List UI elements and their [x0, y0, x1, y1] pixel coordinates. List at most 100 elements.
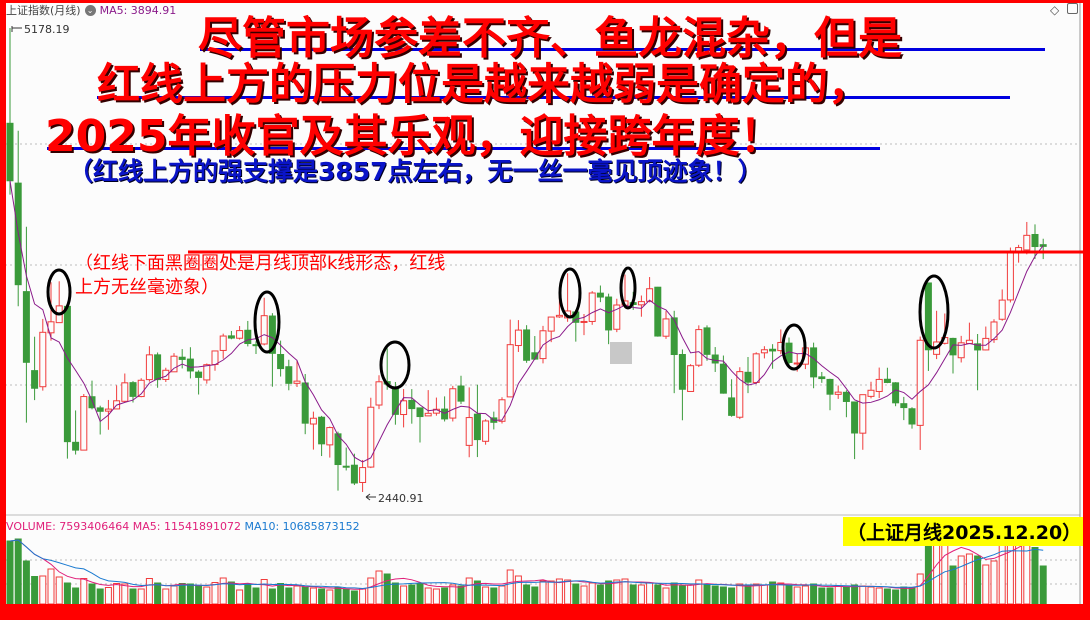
candle-body [760, 349, 768, 354]
volume-bar [801, 585, 809, 605]
volume-bar [203, 586, 211, 605]
headline-line-1: 尽管市场参差不齐、鱼龙混杂，但是 [198, 13, 902, 64]
candle-body [6, 122, 14, 182]
volume-bar [728, 587, 736, 605]
candles [6, 28, 1047, 492]
candle-body [498, 399, 506, 422]
candle-body [990, 321, 998, 341]
circle-note-line-2: 上方无丝毫迹象） [75, 277, 219, 298]
volume-bar [1006, 537, 1014, 605]
volume-bar [244, 583, 252, 605]
volume-bar [432, 588, 440, 605]
chart-header: 上证指数(月线) ⌄ MA5: 3894.91 [6, 2, 176, 18]
volume-bar [80, 578, 88, 605]
volume-bar [145, 578, 153, 605]
top-pattern-circles [46, 266, 950, 390]
volume-bar [252, 587, 260, 605]
volume-bar [785, 585, 793, 605]
volume-bar [793, 586, 801, 605]
volume-bar [580, 585, 588, 605]
volume-bar [375, 570, 383, 605]
candle-body [711, 354, 719, 364]
volume-bar [277, 583, 285, 605]
candle-body [687, 365, 695, 392]
candle-body [547, 316, 555, 332]
volume-bar [892, 589, 900, 605]
volume-bar [982, 564, 990, 605]
diamond-icon[interactable]: ◇ [1050, 3, 1060, 17]
candle-body [1031, 233, 1039, 248]
candle-body [695, 329, 703, 366]
candle-body [162, 369, 170, 380]
volume-bar [859, 585, 867, 605]
candle-body [588, 292, 596, 322]
candle-body [31, 370, 39, 389]
circle-marker [253, 290, 281, 354]
volume-bar [596, 584, 604, 605]
volume-bar [654, 584, 662, 605]
low-price-label: 2440.91 [378, 492, 424, 505]
volume-bar [908, 587, 916, 605]
volume-bar [605, 580, 613, 605]
volume-header: VOLUME: 7593406464 MA5: 11541891072 MA10… [6, 520, 360, 533]
volume-ma5-value: MA5: 11541891072 [132, 520, 241, 533]
candle-body [793, 362, 801, 365]
volume-bar [14, 538, 22, 605]
volume-bar [514, 575, 522, 605]
volume-bar [260, 579, 268, 605]
volume-bar [851, 584, 859, 605]
candle-body [88, 396, 96, 409]
candle-body [859, 394, 867, 434]
candle-body [96, 407, 104, 412]
volume-bar [170, 585, 178, 605]
volume-bar [416, 583, 424, 605]
candle-body [949, 337, 957, 356]
volume-bar [490, 587, 498, 605]
candle-body [810, 347, 818, 378]
candle-body [268, 315, 276, 354]
candle-body [424, 412, 432, 417]
candle-body [670, 317, 678, 356]
candle-body [473, 413, 481, 441]
candle-body [285, 366, 293, 384]
volume-bar [211, 582, 219, 605]
candle-body [883, 378, 891, 383]
volume-bar [88, 583, 96, 605]
volume-bar [383, 573, 391, 605]
volume-value: VOLUME: 7593406464 [6, 520, 130, 533]
volume-bar [547, 580, 555, 605]
volume-bar [113, 583, 121, 605]
volume-bar [867, 586, 875, 605]
volume-bar [736, 583, 744, 605]
candle-body [654, 286, 662, 337]
candle-body [514, 329, 522, 347]
volume-bar [268, 588, 276, 605]
volume-bar [990, 560, 998, 605]
candle-body [752, 353, 760, 383]
candle-body [826, 378, 834, 395]
high-pointer-icon [11, 26, 22, 32]
volume-bar [47, 568, 55, 605]
candle-body [293, 380, 301, 384]
candle-body [842, 391, 850, 402]
volume-bar [72, 587, 80, 605]
headline-line-3: 2025年收官及其乐观，迎接跨年度！ [45, 111, 784, 162]
volume-bar [154, 582, 162, 605]
volume-bar [523, 584, 531, 605]
volume-bar [662, 587, 670, 605]
volume-bar [678, 585, 686, 605]
volume-bar [777, 582, 785, 605]
volume-bar [424, 587, 432, 605]
candle-body [63, 305, 71, 443]
volume-bar [334, 587, 342, 605]
volume-bar [916, 573, 924, 605]
window-toggle-icon[interactable] [1067, 3, 1078, 14]
candle-body [104, 408, 112, 412]
candle-body [277, 354, 285, 370]
support-note: （红线上方的强支撑是3857点左右，无一丝一毫见顶迹象！） [68, 157, 763, 186]
candle-body [1039, 244, 1047, 247]
candle-body [523, 329, 531, 361]
candle-body [613, 304, 621, 330]
date-tag: （上证月线2025.12.20） [843, 517, 1086, 546]
settings-circle-icon[interactable]: ⌄ [84, 4, 96, 16]
